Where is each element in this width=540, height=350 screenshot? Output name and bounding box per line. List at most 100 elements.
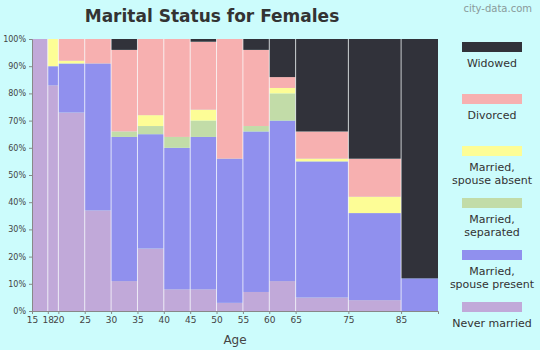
bar-segment <box>296 39 349 131</box>
x-tick-label: 55 <box>238 315 249 325</box>
y-tick: 60% <box>8 144 32 153</box>
bar-segment <box>190 121 216 137</box>
y-axis: 0%10%20%30%40%50%60%70%80%90%100% <box>3 35 32 316</box>
bar-segment <box>296 159 349 162</box>
bar-separator <box>295 39 296 311</box>
x-tick-mark <box>269 311 270 314</box>
x-tick-label: 20 <box>53 315 65 325</box>
x-tick: 35 <box>132 311 143 325</box>
x-tick-mark <box>85 311 86 314</box>
bar-segment <box>348 213 401 300</box>
x-tick-mark <box>348 311 349 314</box>
bar-segment <box>269 77 295 88</box>
legend-swatch <box>462 302 522 312</box>
bar-segment <box>243 126 269 131</box>
bar-segment <box>111 50 137 132</box>
bar-separator <box>401 39 402 311</box>
y-tick-mark <box>29 148 32 149</box>
x-tick: 30 <box>106 311 118 325</box>
bar-segment <box>137 126 163 134</box>
bar-segment <box>111 137 137 281</box>
y-tick-mark <box>29 257 32 258</box>
bar-segment <box>111 281 137 311</box>
bar-segment <box>269 281 295 311</box>
bar-separator <box>84 39 85 311</box>
bar-segment <box>217 159 243 303</box>
bar-segment <box>269 93 295 120</box>
bar-segment <box>190 42 216 110</box>
x-tick: 85 <box>396 311 407 325</box>
y-tick-mark <box>29 93 32 94</box>
y-tick: 30% <box>8 225 32 234</box>
bar-segment <box>58 112 84 311</box>
y-tick-label: 80% <box>8 89 26 98</box>
bar-segment <box>85 39 111 40</box>
bar-segment <box>137 39 163 115</box>
bar-separator <box>216 39 217 311</box>
x-tick-mark <box>48 311 49 314</box>
bar-segment <box>164 137 190 148</box>
y-tick-label: 50% <box>8 171 26 180</box>
bar-segment <box>243 39 269 50</box>
x-axis-title: Age <box>223 333 246 347</box>
bar-segment <box>48 39 59 66</box>
y-tick-mark <box>29 284 32 285</box>
y-tick: 70% <box>8 117 32 126</box>
x-tick-label: 25 <box>80 315 91 325</box>
legend-swatch <box>462 250 522 260</box>
bar-separator <box>111 39 112 311</box>
x-tick: 25 <box>80 311 91 325</box>
x-tick-label: 35 <box>132 315 143 325</box>
y-tick-label: 70% <box>8 117 26 126</box>
bar-segment <box>296 131 349 158</box>
bar-segment <box>58 61 84 64</box>
watermark: city-data.com <box>463 3 532 14</box>
bar-segment <box>243 50 269 126</box>
bar-segment <box>58 63 84 112</box>
y-tick-mark <box>29 39 32 40</box>
x-axis-line <box>33 312 439 315</box>
bar-segment <box>111 131 137 136</box>
y-tick-mark <box>29 66 32 67</box>
legend-swatch <box>462 94 522 104</box>
x-tick: 40 <box>159 311 171 325</box>
bar-segment <box>48 39 59 40</box>
x-axis: 1518202530354045505560657585 <box>27 311 439 325</box>
y-tick: 10% <box>8 280 32 289</box>
x-tick-label: 15 <box>27 315 38 325</box>
bar-segment <box>48 39 59 40</box>
x-tick-mark <box>296 311 297 314</box>
y-tick-mark <box>29 175 32 176</box>
bar-segment <box>32 39 48 40</box>
x-tick-label: 30 <box>106 315 118 325</box>
legend-label: Married,spouse present <box>450 265 535 291</box>
y-tick-label: 10% <box>8 280 26 289</box>
x-tick-mark <box>190 311 191 314</box>
bar-segment <box>190 137 216 289</box>
bar-separator <box>163 39 164 311</box>
legend: WidowedDivorcedMarried,spouse absentMarr… <box>450 42 535 330</box>
x-tick-label: 45 <box>185 315 196 325</box>
y-tick: 40% <box>8 198 32 207</box>
x-tick-mark <box>164 311 165 314</box>
bar-segment <box>269 121 295 281</box>
y-tick-label: 100% <box>3 35 26 44</box>
bar-segment <box>190 289 216 311</box>
x-tick-label: 60 <box>264 315 276 325</box>
bar-segment <box>348 300 401 311</box>
bar-segment <box>164 289 190 311</box>
x-tick-label: 40 <box>159 315 171 325</box>
bar-segment <box>111 39 137 50</box>
bar-segment <box>164 39 190 40</box>
bar-segment <box>296 161 349 297</box>
x-tick: 55 <box>238 311 249 325</box>
bars <box>32 39 438 311</box>
bar-segment <box>269 39 295 77</box>
bar-segment <box>48 66 59 85</box>
legend-swatch <box>462 42 522 52</box>
bar-segment <box>85 39 111 63</box>
bar-segment <box>348 159 401 197</box>
bar-separator <box>58 39 59 311</box>
x-tick: 75 <box>343 311 354 325</box>
legend-label: Widowed <box>467 57 517 70</box>
